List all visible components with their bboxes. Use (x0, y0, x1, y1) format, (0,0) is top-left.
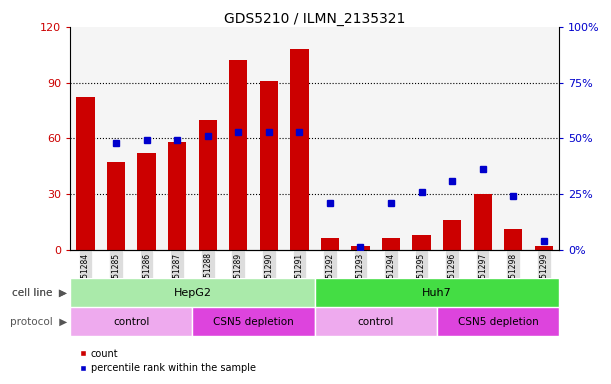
Bar (137, 153, 156, 250)
Bar (315, 278, 559, 307)
Text: GSM651289: GSM651289 (234, 252, 243, 298)
Text: HepG2: HepG2 (174, 288, 211, 298)
Bar (315, 307, 437, 336)
Text: cell line  ▶: cell line ▶ (12, 288, 67, 298)
Bar (70, 278, 315, 307)
Text: GSM651293: GSM651293 (356, 252, 365, 299)
Bar (321, 238, 339, 250)
Text: CSN5 depletion: CSN5 depletion (458, 316, 538, 327)
Bar (382, 238, 400, 250)
Text: GSM651299: GSM651299 (540, 252, 548, 299)
Bar (260, 81, 278, 250)
Bar (474, 194, 492, 250)
Bar (192, 307, 315, 336)
Bar (229, 60, 247, 250)
Bar (76, 98, 95, 250)
Bar (351, 246, 370, 250)
Bar (443, 220, 461, 250)
Bar (70, 307, 192, 336)
Bar (535, 246, 553, 250)
Bar (437, 307, 559, 336)
Title: GDS5210 / ILMN_2135321: GDS5210 / ILMN_2135321 (224, 12, 405, 26)
Text: GSM651285: GSM651285 (112, 252, 120, 298)
Text: GSM651298: GSM651298 (509, 252, 518, 298)
Text: GSM651297: GSM651297 (478, 252, 487, 299)
Text: GSM651284: GSM651284 (81, 252, 90, 298)
Legend: count, percentile rank within the sample: count, percentile rank within the sample (75, 345, 260, 377)
Text: GSM651292: GSM651292 (326, 252, 334, 298)
Text: CSN5 depletion: CSN5 depletion (213, 316, 294, 327)
Text: control: control (357, 316, 394, 327)
Text: GSM651291: GSM651291 (295, 252, 304, 298)
Bar (412, 235, 431, 250)
Bar (199, 120, 217, 250)
Text: GSM651294: GSM651294 (387, 252, 395, 299)
Bar (168, 142, 186, 250)
Text: GSM651296: GSM651296 (448, 252, 456, 299)
Text: GSM651290: GSM651290 (265, 252, 273, 299)
Text: protocol  ▶: protocol ▶ (10, 316, 67, 327)
Text: control: control (113, 316, 150, 327)
Text: GSM651286: GSM651286 (142, 252, 151, 298)
Text: GSM651295: GSM651295 (417, 252, 426, 299)
Text: GSM651288: GSM651288 (203, 252, 212, 298)
Text: Huh7: Huh7 (422, 288, 452, 298)
Text: GSM651287: GSM651287 (173, 252, 181, 298)
Text: cell line  ▶: cell line ▶ (12, 288, 67, 298)
Bar (504, 229, 522, 250)
Bar (290, 49, 309, 250)
Bar (107, 162, 125, 250)
